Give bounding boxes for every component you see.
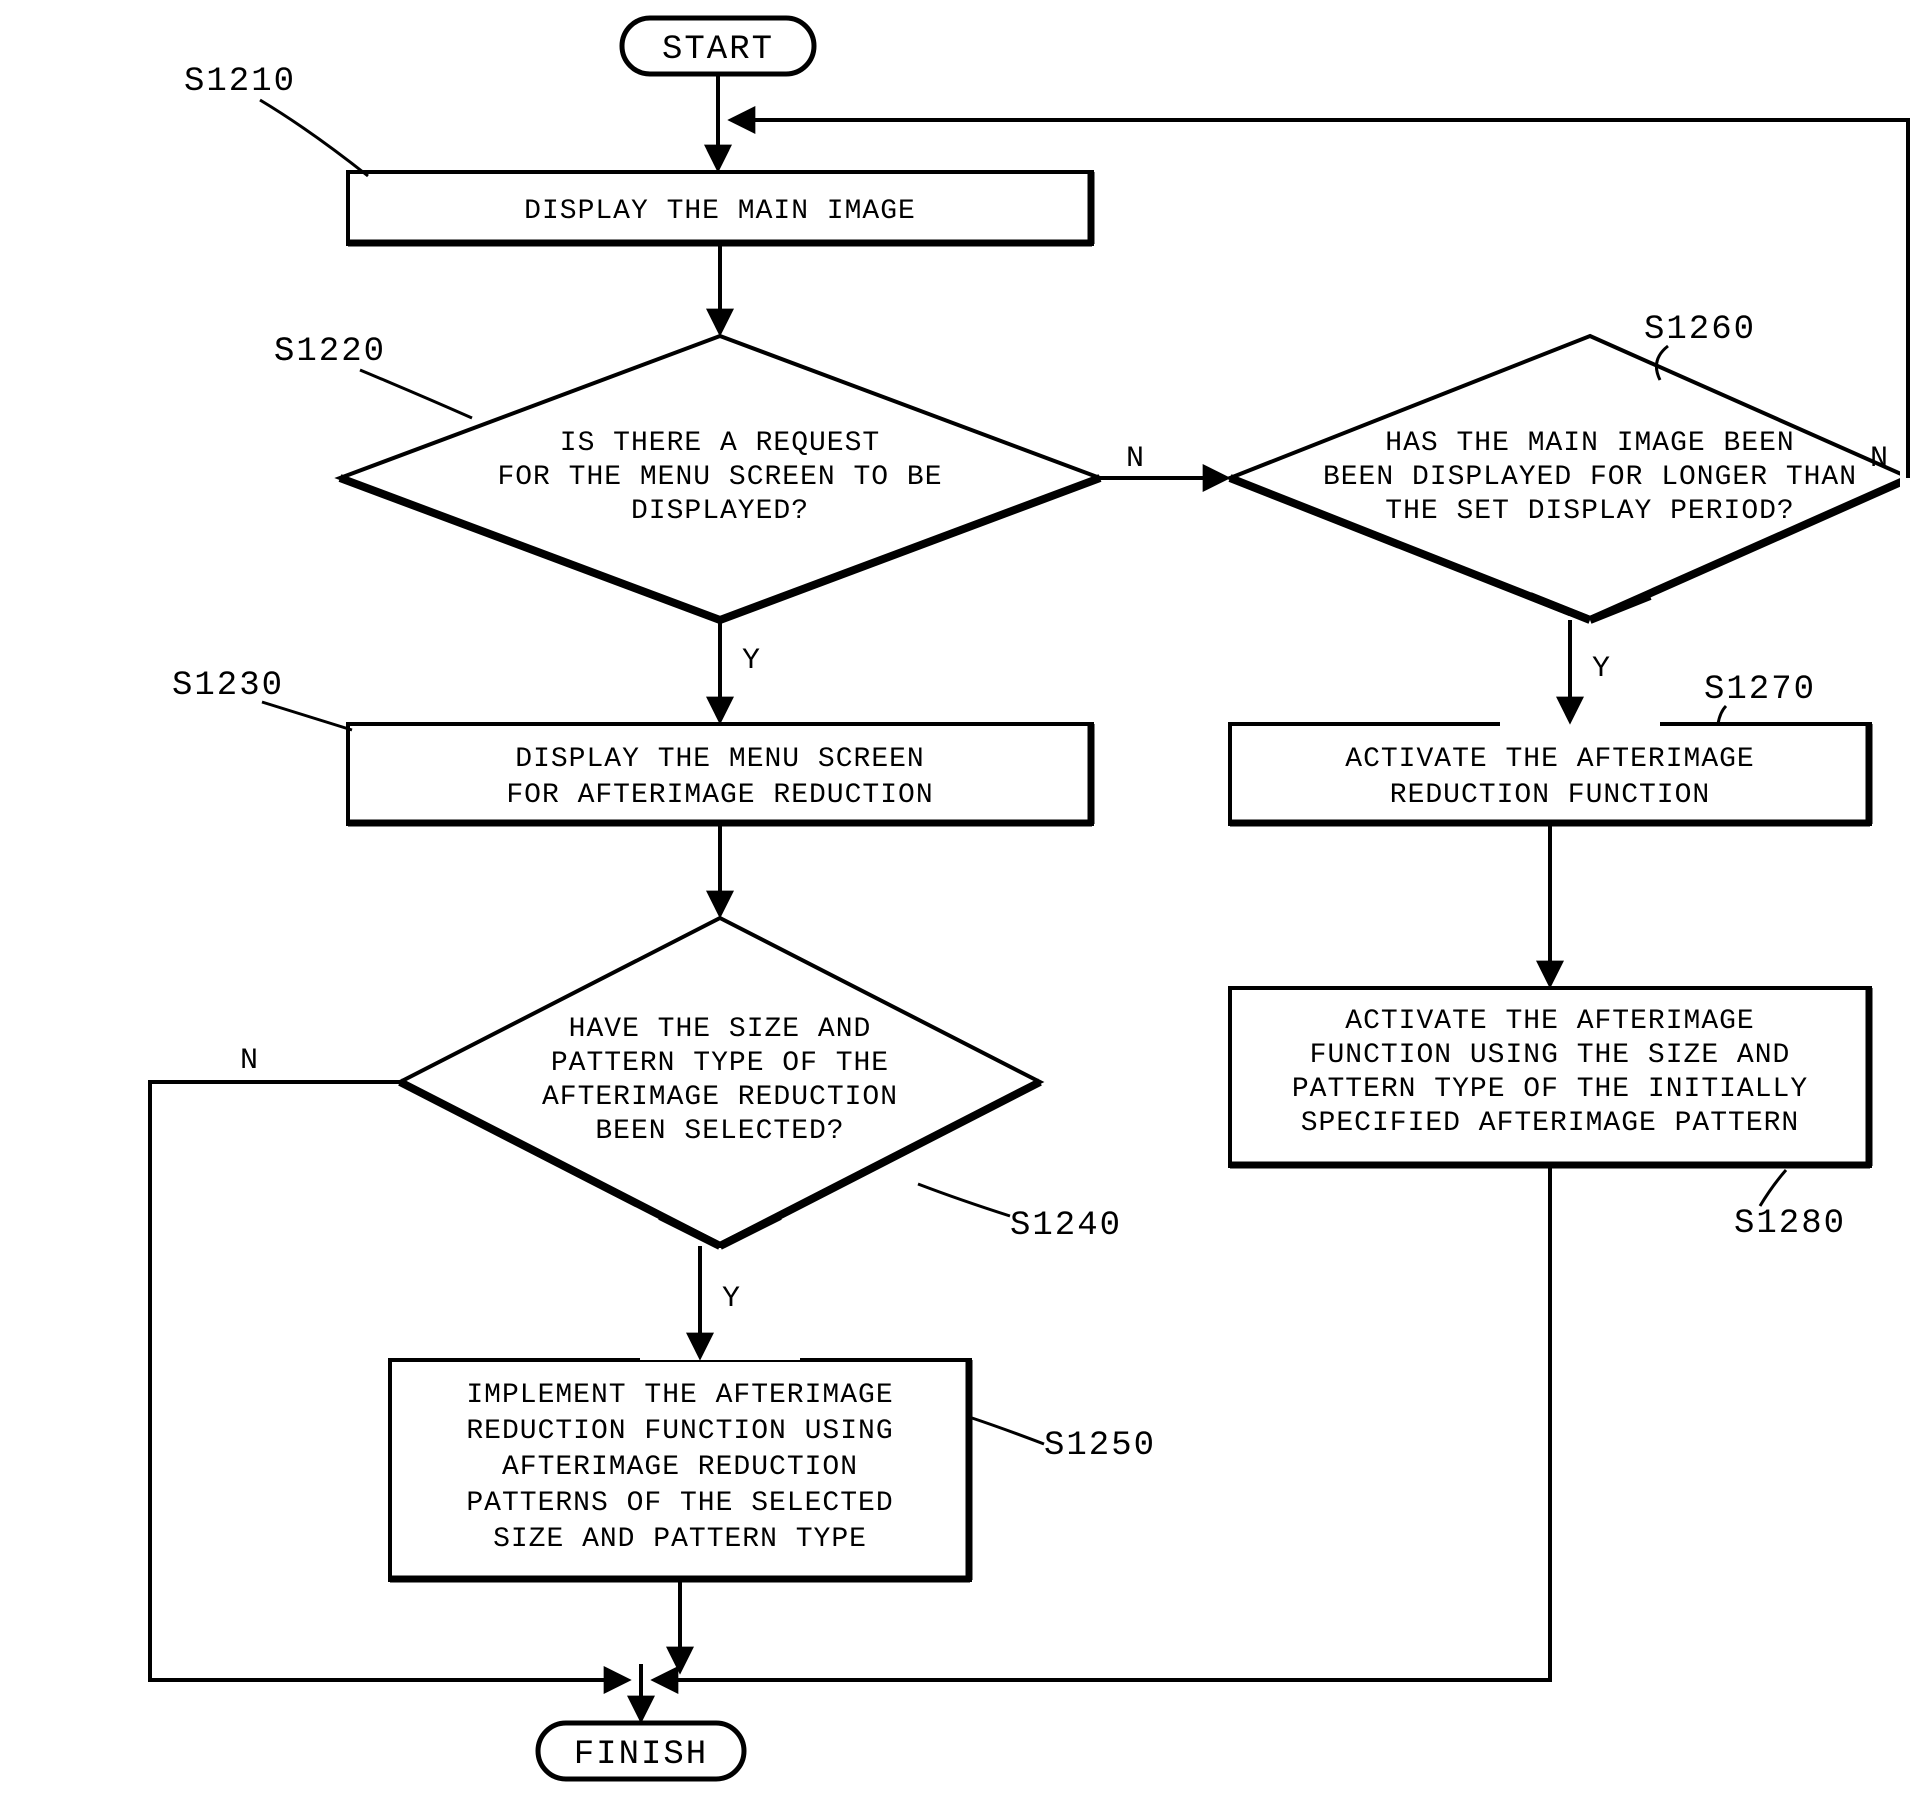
s1260-ref: S1260	[1644, 311, 1756, 349]
s1280-ref: S1280	[1734, 1205, 1846, 1243]
s1220b-l1: IS THERE A REQUEST	[560, 428, 880, 459]
s1250-l2: REDUCTION FUNCTION USING	[466, 1416, 893, 1447]
yn-s1220-n: N	[1126, 442, 1144, 476]
s1230-ref: S1230	[172, 667, 284, 705]
s1270-ref: S1270	[1704, 671, 1816, 709]
node-s1210: DISPLAY THE MAIN IMAGE	[348, 172, 1092, 244]
s1240-l2: PATTERN TYPE OF THE	[551, 1048, 889, 1079]
node-s1250: IMPLEMENT THE AFTERIMAGE REDUCTION FUNCT…	[390, 1360, 970, 1580]
yn-s1220-y: Y	[742, 644, 760, 678]
yn-s1240-y: Y	[722, 1282, 740, 1316]
s1220b-l3: DISPLAYED?	[631, 496, 809, 527]
s1220b-l2: FOR THE MENU SCREEN TO BE	[497, 462, 942, 493]
ref-s1250: S1250	[972, 1418, 1156, 1465]
s1230-l2: FOR AFTERIMAGE REDUCTION	[506, 780, 933, 811]
node-s1230: DISPLAY THE MENU SCREEN FOR AFTERIMAGE R…	[348, 724, 1092, 824]
s1260b-l1: HAS THE MAIN IMAGE BEEN	[1385, 428, 1794, 459]
s1230-l1: DISPLAY THE MENU SCREEN	[515, 744, 924, 775]
ref-s1210: S1210	[184, 63, 368, 176]
s1280-l2: FUNCTION USING THE SIZE AND	[1310, 1040, 1791, 1071]
s1210-line1: DISPLAY THE MAIN IMAGE	[524, 196, 916, 227]
s1250-ref: S1250	[1044, 1427, 1156, 1465]
s1240-l4: BEEN SELECTED?	[595, 1116, 844, 1147]
s1220b-ref: S1220	[274, 333, 386, 371]
s1210-ref: S1210	[184, 63, 296, 101]
s1250-l4: PATTERNS OF THE SELECTED	[466, 1488, 893, 1519]
s1280-l4: SPECIFIED AFTERIMAGE PATTERN	[1301, 1108, 1799, 1139]
yn-s1240-n: N	[240, 1044, 258, 1078]
s1260b-l3: THE SET DISPLAY PERIOD?	[1385, 496, 1794, 527]
s1260b-l2: BEEN DISPLAYED FOR LONGER THAN	[1323, 462, 1857, 493]
ref-s1230: S1230	[172, 667, 352, 730]
s1270-l1: ACTIVATE THE AFTERIMAGE	[1345, 744, 1754, 775]
yn-s1260-y: Y	[1592, 652, 1610, 686]
node-s1280: ACTIVATE THE AFTERIMAGE FUNCTION USING T…	[1230, 988, 1870, 1166]
s1280-l1: ACTIVATE THE AFTERIMAGE	[1345, 1006, 1754, 1037]
ref-s1270: S1270	[1704, 671, 1816, 724]
s1280-l3: PATTERN TYPE OF THE INITIALLY	[1292, 1074, 1808, 1105]
finish-label: FINISH	[574, 1736, 708, 1774]
terminal-start: START	[622, 18, 814, 74]
s1240-l3: AFTERIMAGE REDUCTION	[542, 1082, 898, 1113]
s1250-l5: SIZE AND PATTERN TYPE	[493, 1524, 867, 1555]
node-s1240: HAVE THE SIZE AND PATTERN TYPE OF THE AF…	[400, 918, 1040, 1246]
s1250-l1: IMPLEMENT THE AFTERIMAGE	[466, 1380, 893, 1411]
start-label: START	[662, 31, 774, 69]
terminal-finish: FINISH	[538, 1723, 744, 1779]
ref-s1280: S1280	[1734, 1170, 1846, 1243]
s1240-l1: HAVE THE SIZE AND	[569, 1014, 872, 1045]
ref-s1240: S1240	[918, 1184, 1122, 1245]
s1270-l2: REDUCTION FUNCTION	[1390, 780, 1710, 811]
s1250-l3: AFTERIMAGE REDUCTION	[502, 1452, 858, 1483]
s1240-ref: S1240	[1010, 1207, 1122, 1245]
node-s1270: ACTIVATE THE AFTERIMAGE REDUCTION FUNCTI…	[1230, 724, 1870, 824]
flowchart: START FINISH DISPLAY THE MAIN IMAGE S121…	[0, 0, 1924, 1791]
yn-s1260-n: N	[1870, 442, 1888, 476]
